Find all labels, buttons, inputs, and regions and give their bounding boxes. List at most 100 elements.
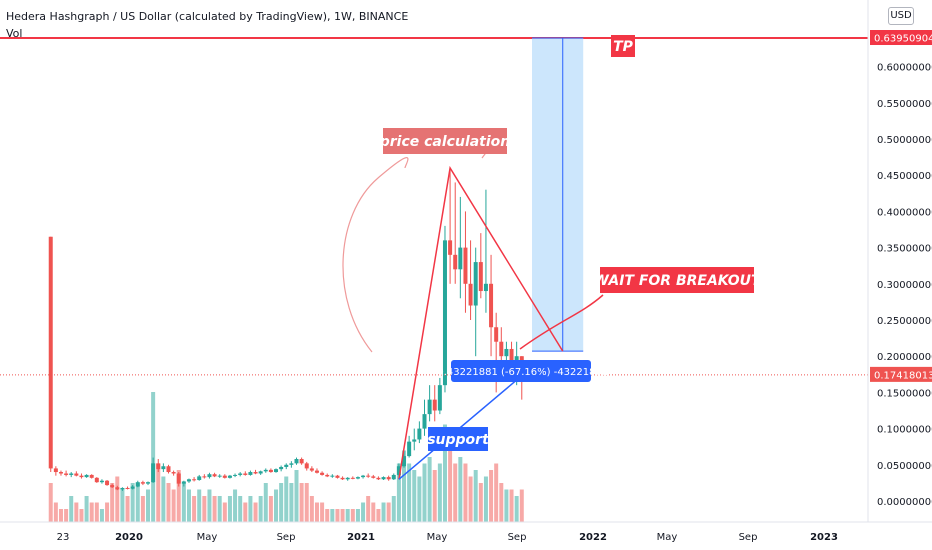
y-tick-label: 0.30000000 (877, 280, 932, 291)
candle-body (186, 479, 191, 482)
volume-bar (125, 496, 130, 522)
volume-bar (371, 502, 376, 522)
volume-bar (238, 496, 243, 522)
candle-body (48, 236, 53, 469)
candle-body (176, 473, 181, 484)
support-line (398, 366, 533, 480)
volume-bar (192, 496, 197, 522)
volume-bar (478, 483, 483, 522)
y-tick-label: 0.05000000 (877, 461, 932, 472)
volume-bar (386, 502, 391, 522)
candle-body (105, 480, 110, 486)
price-calc-label: price calculation (379, 134, 511, 150)
volume-bar (340, 509, 345, 522)
y-tick-label: 0.25000000 (877, 316, 932, 327)
volume-bar (186, 489, 191, 522)
volume-bar (473, 470, 478, 522)
candle-body (125, 487, 130, 489)
candle-body (79, 475, 84, 478)
candle-body (222, 475, 227, 478)
y-tick-label: 0.40000000 (877, 207, 932, 218)
volume-bar (519, 489, 524, 522)
candle-body (437, 385, 442, 411)
candle-body (489, 283, 494, 328)
y-tick-label: 0.45000000 (877, 171, 932, 182)
volume-bar (94, 502, 99, 522)
candle-body (386, 477, 391, 480)
candle-body (391, 474, 396, 480)
candle-body (412, 439, 417, 442)
volume-bar (448, 444, 453, 522)
volume-bar (64, 509, 69, 522)
volume-bar (355, 509, 360, 522)
candle-body (192, 479, 197, 481)
x-tick-label: Sep (277, 532, 296, 543)
candle-body (151, 463, 156, 483)
volume-bar (263, 483, 268, 522)
volume-bar (53, 502, 58, 522)
y-tick-label: 0.15000000 (877, 388, 932, 399)
volume-bar (89, 502, 94, 522)
volume-bar (427, 457, 432, 522)
volume-bar (110, 483, 115, 522)
candle-body (94, 477, 99, 483)
volume-bar (294, 470, 299, 522)
candle-body (309, 468, 314, 471)
candle-body (417, 428, 422, 440)
y-tick-label: 0.55000000 (877, 99, 932, 110)
x-tick-label: 23 (57, 532, 70, 543)
volume-bar (396, 463, 401, 522)
candle-body (279, 466, 284, 470)
volume-label: Vol (6, 27, 23, 40)
candle-body (345, 477, 350, 480)
candle-body (130, 486, 135, 489)
y-tick-label: 0.10000000 (877, 425, 932, 436)
volume-bar (253, 502, 258, 522)
volume-bar (58, 509, 63, 522)
volume-bar (391, 496, 396, 522)
volume-bar (130, 483, 135, 522)
candle-body (289, 463, 294, 465)
volume-bar (483, 476, 488, 522)
volume-bar (140, 496, 145, 522)
candle-body (381, 477, 386, 480)
currency-button[interactable]: USD (888, 7, 914, 25)
y-tick-label: 0.50000000 (877, 135, 932, 146)
candle-body (207, 474, 212, 478)
candle-body (355, 477, 360, 479)
y-tick-label: 0.20000000 (877, 352, 932, 363)
x-tick-label: Sep (739, 532, 758, 543)
volume-bar (176, 470, 181, 522)
candle-body (161, 466, 166, 470)
candle-body (304, 463, 309, 469)
candle-body (294, 459, 299, 464)
volume-bar (268, 496, 273, 522)
volume-bar (325, 509, 330, 522)
x-tick-label: 2022 (579, 532, 607, 543)
volume-bar (222, 502, 227, 522)
candle-body (483, 283, 488, 292)
y-tick-label: 0.35000000 (877, 244, 932, 255)
volume-bar (227, 496, 232, 522)
candle-body (146, 482, 151, 484)
y-tick-label: 0.00000000 (877, 497, 932, 508)
candle-body (453, 254, 458, 270)
measure-bg (451, 360, 591, 382)
volume-bar (156, 463, 161, 522)
candle-body (135, 482, 140, 487)
candle-body (171, 472, 176, 474)
volume-bar (84, 496, 89, 522)
candle-body (376, 477, 381, 480)
candle-body (156, 463, 161, 470)
candle-body (274, 469, 279, 473)
candle-body (238, 473, 243, 475)
candle-body (74, 473, 79, 476)
volume-bar (345, 509, 350, 522)
volume-bar (166, 483, 171, 522)
candle-body (299, 459, 304, 464)
volume-bar (181, 483, 186, 522)
volume-bar (299, 483, 304, 522)
volume-bar (304, 483, 309, 522)
volume-bars (48, 392, 524, 522)
